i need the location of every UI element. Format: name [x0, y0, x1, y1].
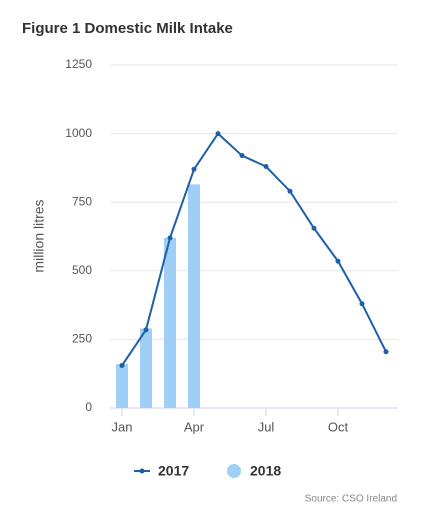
x-tick-label: Apr — [184, 419, 205, 434]
point — [191, 166, 197, 172]
point — [143, 327, 149, 333]
x-tick-label: Oct — [328, 419, 349, 434]
point — [239, 153, 245, 159]
y-tick-label: 250 — [72, 332, 92, 346]
y-axis-label: million litres — [31, 199, 47, 272]
y-tick-label: 0 — [85, 400, 92, 414]
point — [287, 188, 293, 194]
point — [215, 131, 221, 137]
legend-symbol — [227, 464, 241, 478]
point — [383, 349, 389, 355]
x-tick-label: Jan — [112, 419, 133, 434]
y-tick-label: 750 — [72, 194, 92, 208]
legend-label: 2018 — [250, 463, 281, 479]
point — [119, 362, 125, 368]
x-tick-label: Jul — [258, 419, 275, 434]
chart-title: Figure 1 Domestic Milk Intake — [22, 20, 233, 37]
y-tick-label: 500 — [72, 263, 92, 277]
point — [359, 301, 365, 307]
point — [311, 225, 317, 231]
point — [167, 235, 173, 241]
bar — [140, 328, 152, 408]
line — [121, 132, 387, 367]
source: Source: CSO Ireland — [305, 494, 397, 505]
bar — [188, 184, 200, 408]
bar — [164, 237, 176, 408]
legend-label: 2017 — [158, 463, 189, 479]
bar — [116, 364, 128, 408]
point — [263, 164, 269, 170]
y-tick-label: 1000 — [65, 126, 92, 140]
y-tick-label: 1250 — [65, 57, 92, 71]
legend-symbol — [139, 468, 145, 474]
point — [335, 258, 341, 264]
